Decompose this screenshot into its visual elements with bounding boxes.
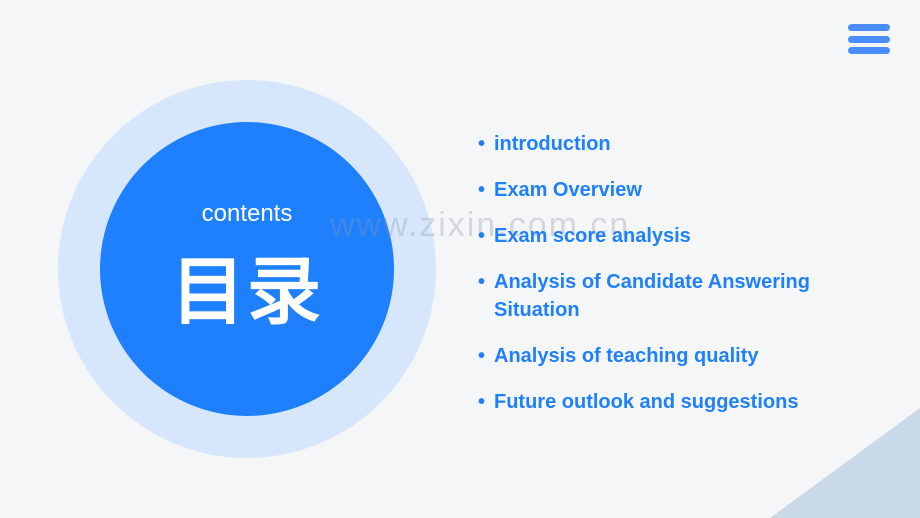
- hamburger-menu-icon[interactable]: [848, 24, 890, 54]
- toc-item: Analysis of Candidate Answering Situatio…: [478, 268, 878, 324]
- hamburger-bar: [848, 24, 890, 31]
- toc-item: Exam score analysis: [478, 222, 878, 250]
- table-of-contents: introduction Exam Overview Exam score an…: [478, 130, 878, 434]
- toc-item: introduction: [478, 130, 878, 158]
- toc-item: Analysis of teaching quality: [478, 342, 878, 370]
- contents-label: contents: [202, 200, 293, 228]
- hamburger-bar: [848, 47, 890, 54]
- toc-item: Exam Overview: [478, 176, 878, 204]
- corner-triangle-decoration: [770, 408, 920, 518]
- contents-heading: 目录: [171, 232, 323, 339]
- hamburger-bar: [848, 36, 890, 43]
- contents-circle: contents 目录: [100, 122, 394, 416]
- slide: contents 目录 www.zixin.com.cn introductio…: [0, 0, 920, 518]
